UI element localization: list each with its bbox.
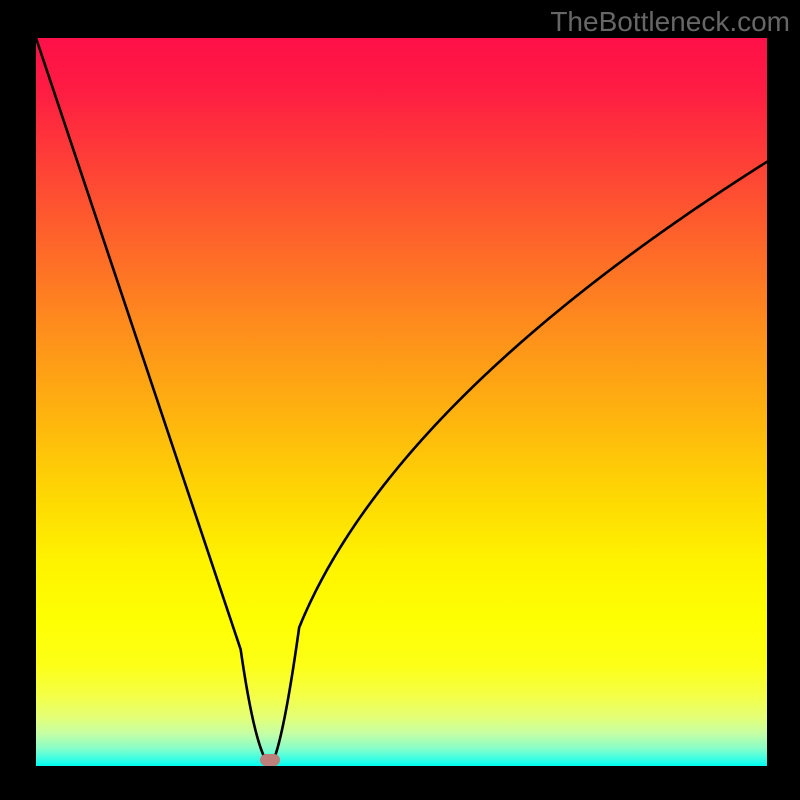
curve-svg: [36, 38, 767, 766]
chart-container: TheBottleneck.com: [0, 0, 800, 800]
dip-marker: [260, 754, 280, 766]
watermark-text: TheBottleneck.com: [550, 6, 790, 38]
plot-area: [36, 38, 767, 766]
bottleneck-curve: [36, 38, 767, 765]
